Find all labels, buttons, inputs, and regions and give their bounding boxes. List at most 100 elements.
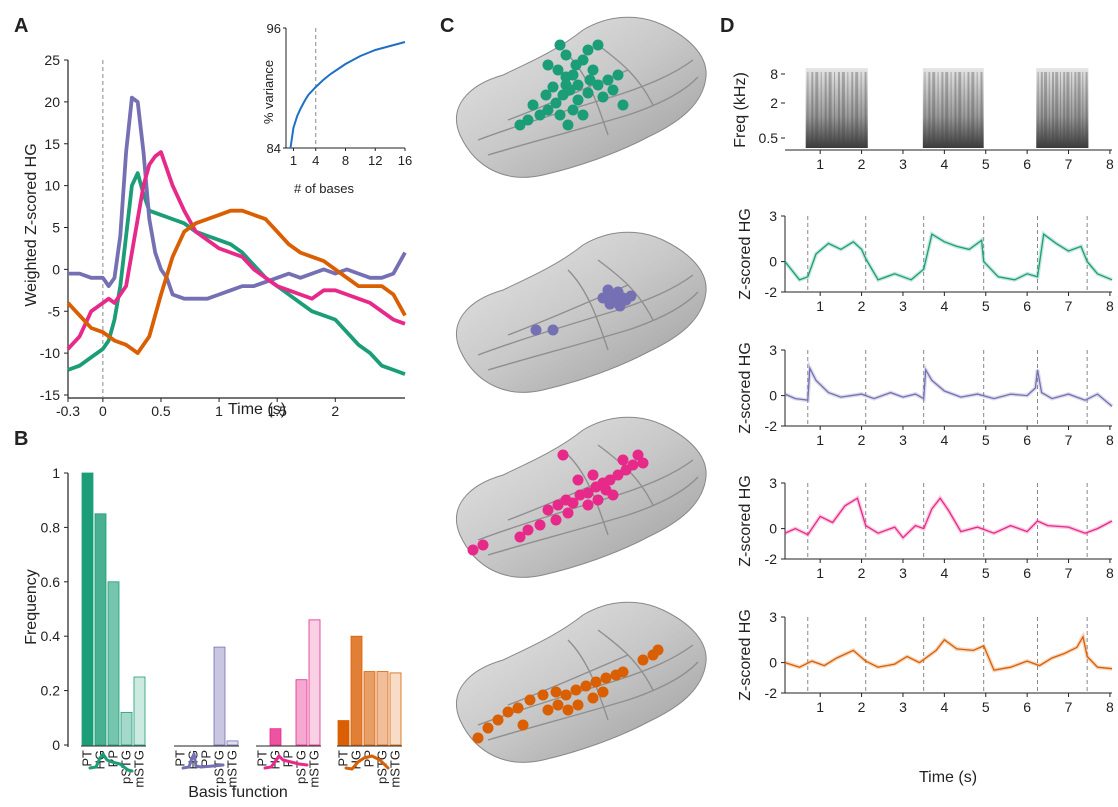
electrode-dot: [542, 704, 554, 716]
b-bar: [350, 635, 363, 746]
electrode-dot: [580, 680, 592, 692]
a-ytick-label: 0: [52, 261, 60, 277]
b-category-label: PP: [199, 750, 214, 767]
electrode-dot: [597, 91, 609, 103]
a-xtick-label: 1.5: [267, 403, 287, 419]
d-ytick-label: 3: [769, 208, 777, 224]
b-category-label: PT: [80, 750, 95, 767]
spec-xtick-label: 2: [858, 156, 866, 172]
a-ytick-label: 5: [52, 220, 60, 236]
d-series-line: [784, 635, 1113, 671]
d-xtick-label: 4: [940, 565, 948, 581]
b-bar: [133, 676, 146, 746]
spec-ytick-label: 0.5: [759, 130, 779, 146]
d-xtick-label: 4: [940, 298, 948, 314]
d-ytick-label: -2: [765, 418, 778, 434]
electrode-dot: [550, 514, 562, 526]
brain-sulcus: [597, 259, 654, 321]
panel-label-c: C: [440, 15, 454, 37]
electrode-dot: [607, 84, 619, 96]
d-xtick-label: 7: [1065, 298, 1073, 314]
b-ytick-label: 0.2: [41, 683, 61, 699]
electrode-dot: [582, 487, 594, 499]
b-bar: [269, 728, 282, 746]
b-bar: [226, 740, 239, 746]
spectrogram-segment: [1036, 68, 1089, 148]
brain-sulcus: [487, 476, 699, 556]
d-ytick-label: -2: [765, 685, 778, 701]
electrode-dot: [472, 732, 484, 744]
b-bar: [308, 619, 321, 746]
spectrogram-segment: [922, 68, 984, 148]
electrode-dot: [587, 469, 599, 481]
spec-xtick-label: 1: [816, 156, 824, 172]
brain-surface: [456, 231, 707, 393]
electrode-dot: [602, 74, 614, 86]
electrode-dot: [625, 290, 637, 302]
panel-a-xlabel: Time (s): [228, 401, 286, 418]
inset-xtick-label: 8: [342, 153, 349, 168]
a-ytick-label: 20: [44, 94, 60, 110]
brain-sulcus: [567, 639, 609, 721]
d-xtick-label: 7: [1065, 565, 1073, 581]
a-ytick-label: -15: [40, 387, 60, 403]
d-xtick-label: 1: [816, 699, 824, 715]
electrode-dot: [592, 39, 604, 51]
d-xtick-label: 8: [1106, 699, 1114, 715]
a-series-line-3: [66, 208, 407, 355]
d-xtick-label: 4: [940, 699, 948, 715]
spec-xtick-label: 6: [1023, 156, 1031, 172]
inset-xtick-label: 16: [398, 153, 412, 168]
electrode-dot: [637, 654, 649, 666]
d-xtick-label: 4: [940, 432, 948, 448]
d-ytick-label: 3: [769, 609, 777, 625]
electrode-dot: [517, 719, 529, 731]
electrode-dot: [514, 531, 526, 543]
inset-xtick-label: 1: [290, 153, 297, 168]
electrode-dot: [582, 87, 594, 99]
electrode-dot: [567, 104, 579, 116]
b-category-label: mSTG: [225, 750, 240, 788]
b-category-label: pSTG: [212, 750, 227, 784]
brain-sulcus: [597, 629, 654, 691]
inset-ytick-label: 96: [267, 21, 281, 36]
d-xtick-label: 1: [816, 432, 824, 448]
d-xtick-label: 8: [1106, 565, 1114, 581]
b-ytick-label: 1: [52, 465, 60, 481]
electrode-dot: [587, 64, 599, 76]
electrode-dot: [554, 39, 566, 51]
electrode-dot: [552, 499, 564, 511]
brain-sulcus: [487, 291, 699, 371]
electrode-dot: [584, 74, 596, 86]
spec-xtick-label: 5: [982, 156, 990, 172]
d-ytick-label: 3: [769, 475, 777, 491]
electrode-dot: [534, 109, 546, 121]
panel-b-ylabel: Frequency: [23, 569, 40, 645]
a-series-line-2: [66, 150, 406, 351]
b-bar: [81, 472, 94, 746]
b-category-label: PT: [255, 750, 270, 767]
timecourse-row-1: -2 0 3 1 2 3 4 5 6 7 8 Z-scored HG: [737, 342, 1114, 448]
electrode-dot: [477, 539, 489, 551]
a-xtick-label: 1: [215, 403, 223, 419]
a-xtick-label: 2: [331, 403, 339, 419]
a-ytick-label: -10: [40, 345, 60, 361]
basis-function-glyph: [181, 752, 225, 770]
electrode-dot: [550, 686, 562, 698]
spec-ytick-label: 2: [770, 95, 778, 111]
d-xtick-label: 1: [816, 298, 824, 314]
d-row-ylabel: Z-scored HG: [737, 208, 754, 300]
inset-ytick-label: 84: [267, 141, 281, 156]
b-bar: [120, 711, 133, 746]
spectrogram-segment: [805, 68, 868, 148]
brain-sulcus: [487, 76, 699, 156]
electrode-dot: [542, 504, 554, 516]
panel-d-chart: 8 2 0.5 1 2 3 4 5 6 7 8 Freq (kHz) -2 0 3 1 2 3 4 5 6 7 8 Z-s…: [732, 66, 1114, 786]
electrode-dot: [570, 684, 582, 696]
electrode-dot: [557, 89, 569, 101]
electrode-dot: [552, 64, 564, 76]
d-xtick-label: 2: [858, 432, 866, 448]
brain-sulcus: [477, 274, 694, 356]
electrode-dot: [522, 524, 534, 536]
